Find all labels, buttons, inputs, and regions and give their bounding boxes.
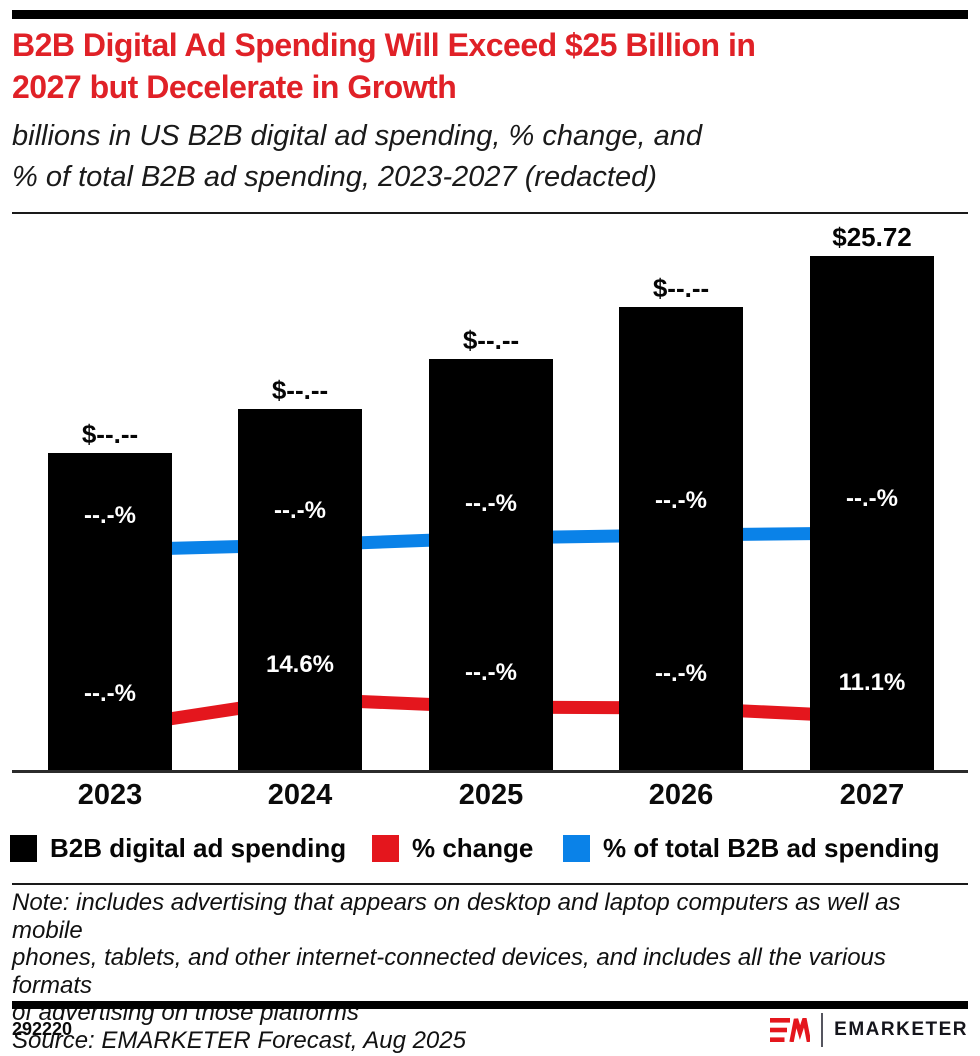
- brand-name: EMARKETER: [834, 1019, 968, 1040]
- bar-2027: [810, 256, 934, 771]
- chart-title: B2B Digital Ad Spending Will Exceed $25 …: [12, 24, 968, 108]
- brand-logo: EMARKETER: [770, 1012, 968, 1048]
- x-axis-label-2027: 2027: [839, 779, 905, 811]
- x-axis-label-2025: 2025: [458, 779, 524, 811]
- note-divider: [12, 883, 968, 885]
- pct-change-label-2026: --.-%: [655, 660, 707, 687]
- pct-change-label-2024: 14.6%: [265, 651, 335, 678]
- pct-change-label-2023: --.-%: [84, 680, 136, 707]
- x-axis-label-2026: 2026: [648, 779, 714, 811]
- chart-subtitle: billions in US B2B digital ad spending, …: [12, 116, 968, 198]
- x-axis-label-2024: 2024: [267, 779, 333, 811]
- pct-total-label-2027: --.-%: [846, 485, 898, 512]
- legend-label: B2B digital ad spending: [50, 832, 347, 863]
- note-line-1: Note: includes advertising that appears …: [12, 889, 901, 944]
- chart-title-line-1: B2B Digital Ad Spending Will Exceed $25 …: [12, 27, 756, 63]
- pct-total-label-2024: --.-%: [274, 497, 326, 524]
- x-axis-label-2023: 2023: [77, 779, 143, 811]
- bar-2025: [429, 359, 553, 771]
- bar-value-2024: $--.--: [271, 375, 329, 405]
- bar-value-2026: $--.--: [652, 273, 710, 303]
- chart-title-line-2: 2027 but Decelerate in Growth: [12, 69, 457, 105]
- legend-item-3: % of total B2B ad spending: [563, 833, 940, 863]
- pct-total-label-2025: --.-%: [465, 490, 517, 517]
- pct-change-label-2025: --.-%: [465, 659, 517, 686]
- chart-legend: B2B digital ad spending % change % of tota…: [0, 833, 980, 863]
- legend-swatch-icon: [10, 834, 37, 862]
- legend-item-1: B2B digital ad spending: [10, 833, 346, 863]
- legend-item-2: % change: [372, 833, 533, 863]
- chart-id: 292220: [12, 1019, 73, 1039]
- x-axis-line: [12, 770, 968, 773]
- legend-swatch-icon: [372, 834, 399, 862]
- legend-label: % of total B2B ad spending: [603, 832, 940, 863]
- bar-value-2025: $--.--: [462, 325, 520, 355]
- bar-value-2023: $--.--: [81, 419, 139, 449]
- chart-note: Note: includes advertising that appears …: [12, 889, 968, 1054]
- pct-change-label-2027: 11.1%: [838, 669, 906, 696]
- legend-swatch-icon: [563, 834, 590, 862]
- legend-label: % change: [412, 832, 534, 863]
- bottom-rule: [12, 1001, 968, 1009]
- top-rule: [12, 10, 968, 19]
- emarketer-monogram-icon: [770, 1018, 811, 1042]
- logo-divider: [821, 1013, 824, 1047]
- bar-2024: [238, 409, 362, 771]
- subtitle-divider: [12, 212, 968, 214]
- pct-total-label-2023: --.-%: [84, 502, 136, 529]
- chart-subtitle-line-2: % of total B2B ad spending, 2023-2027 (r…: [12, 161, 657, 193]
- bar-2026: [619, 307, 743, 771]
- chart-subtitle-line-1: billions in US B2B digital ad spending, …: [12, 120, 703, 152]
- bar-value-2027: $25.72: [832, 222, 912, 252]
- note-line-2: phones, tablets, and other internet-conn…: [12, 944, 886, 999]
- source-line: Source: EMARKETER Forecast, Aug 2025: [12, 1026, 466, 1054]
- pct-total-label-2026: --.-%: [655, 487, 707, 514]
- bar-2023: [48, 453, 172, 771]
